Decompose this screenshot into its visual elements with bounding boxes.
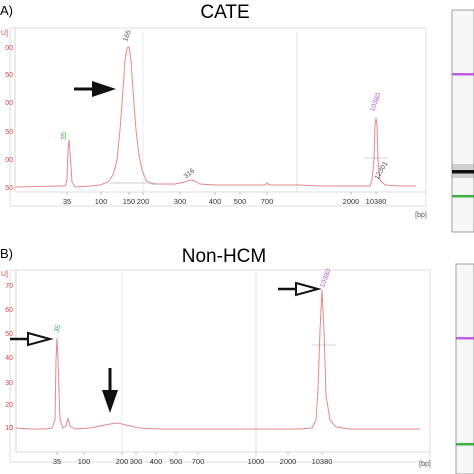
panel-b-title: Non-HCM bbox=[182, 246, 266, 267]
x-tick-label: 100 bbox=[78, 457, 91, 466]
y-tick-label: 10 bbox=[5, 425, 13, 432]
y-tick-label: 0 bbox=[9, 425, 13, 432]
panel-a-gel-upper-marker bbox=[452, 73, 474, 76]
x-tick-label: 200 bbox=[137, 197, 150, 206]
panel-a-gel-lane bbox=[451, 9, 474, 233]
panel-a-solid-arrow bbox=[74, 81, 116, 97]
panel-a-gel-lower-marker bbox=[452, 195, 474, 198]
x-tick-label: 2000 bbox=[343, 197, 360, 206]
x-tick-label: 300 bbox=[130, 457, 143, 466]
x-tick-label: 150 bbox=[123, 197, 136, 206]
panel-b-x-ticks: 35 100 200 300 400 500 700 1000 2000 10380 bbox=[53, 452, 333, 466]
x-tick-label: 35 bbox=[53, 457, 61, 466]
x-tick-label: 100 bbox=[95, 197, 108, 206]
y-tick-label: 50 bbox=[5, 129, 13, 136]
panel-b-gel-upper-marker bbox=[456, 337, 474, 340]
peak-label: 35 bbox=[53, 324, 62, 334]
panel-a-plot-frame bbox=[9, 27, 427, 207]
peak-label: 12301 bbox=[374, 161, 390, 181]
y-tick-label: 50 bbox=[5, 331, 13, 338]
x-tick-label: 300 bbox=[174, 197, 187, 206]
y-tick-label: 50 bbox=[5, 185, 13, 192]
panel-b-plot-frame bbox=[9, 269, 431, 463]
panel-a-xunit: [bp] bbox=[415, 212, 427, 219]
panel-a-yunit: U] bbox=[1, 30, 8, 37]
y-tick-label: 00 bbox=[5, 157, 13, 164]
peak-label: 35 bbox=[61, 132, 68, 140]
panel-b-peak-labels: 35 10380 bbox=[53, 268, 332, 334]
x-tick-label: 700 bbox=[192, 457, 205, 466]
x-tick-label: 700 bbox=[261, 197, 274, 206]
y-tick-label: 20 bbox=[5, 402, 13, 409]
x-tick-label: 400 bbox=[209, 197, 222, 206]
panel-a-trace bbox=[14, 46, 416, 188]
y-tick-label: 00 bbox=[5, 45, 13, 52]
panel-b-gel-lower-marker bbox=[456, 443, 474, 446]
panel-a-peak-labels: 35 165 316 10380 12301 bbox=[61, 29, 390, 181]
panel-a-gel-band bbox=[452, 170, 474, 174]
panel-b-trace bbox=[15, 289, 420, 430]
y-tick-label: 40 bbox=[5, 355, 13, 362]
peak-label: 10380 bbox=[319, 268, 332, 289]
x-tick-label: 1000 bbox=[248, 457, 265, 466]
panel-b-y-ticks: 70 60 50 40 30 20 100 bbox=[5, 283, 13, 432]
x-tick-label: 500 bbox=[170, 457, 183, 466]
peak-label: 10380 bbox=[369, 92, 382, 113]
panel-a-label: A) bbox=[0, 3, 13, 18]
panel-b-yunit: U] bbox=[1, 271, 8, 278]
x-tick-label: 35 bbox=[63, 197, 71, 206]
x-tick-label: 2000 bbox=[280, 457, 297, 466]
panel-b-xunit: [bp] bbox=[419, 461, 431, 468]
panel-a-y-ticks: 00 50 00 50 00 50 bbox=[5, 45, 13, 192]
x-tick-label: 500 bbox=[234, 197, 247, 206]
x-tick-label: 400 bbox=[150, 457, 163, 466]
y-tick-label: 00 bbox=[5, 100, 13, 107]
y-tick-label: 30 bbox=[5, 380, 13, 387]
panel-a: A) CATE U] 00 50 00 50 00 50 35 100 150 200 300 40… bbox=[0, 2, 474, 233]
panel-a-title: CATE bbox=[200, 2, 249, 23]
panel-a-x-ticks: 35 100 150 200 300 400 500 700 2000 10380 bbox=[63, 192, 387, 206]
panel-b-open-arrow-right bbox=[278, 281, 322, 297]
y-tick-label: 70 bbox=[5, 283, 13, 290]
panel-b-gel-lane bbox=[455, 263, 474, 474]
x-tick-label: 10380 bbox=[312, 457, 333, 466]
panel-b-solid-arrow-down bbox=[102, 368, 118, 413]
panel-b: B) Non-HCM U] 70 60 50 40 30 20 100 35 100 200 30… bbox=[0, 246, 474, 474]
panel-b-label: B) bbox=[0, 246, 13, 261]
x-tick-label: 200 bbox=[116, 457, 129, 466]
x-tick-label: 10380 bbox=[366, 197, 387, 206]
y-tick-label: 60 bbox=[5, 307, 13, 314]
peak-label: 165 bbox=[122, 29, 133, 42]
y-tick-label: 50 bbox=[5, 72, 13, 79]
peak-label: 316 bbox=[183, 168, 197, 181]
panel-b-open-arrow-left bbox=[10, 331, 54, 347]
